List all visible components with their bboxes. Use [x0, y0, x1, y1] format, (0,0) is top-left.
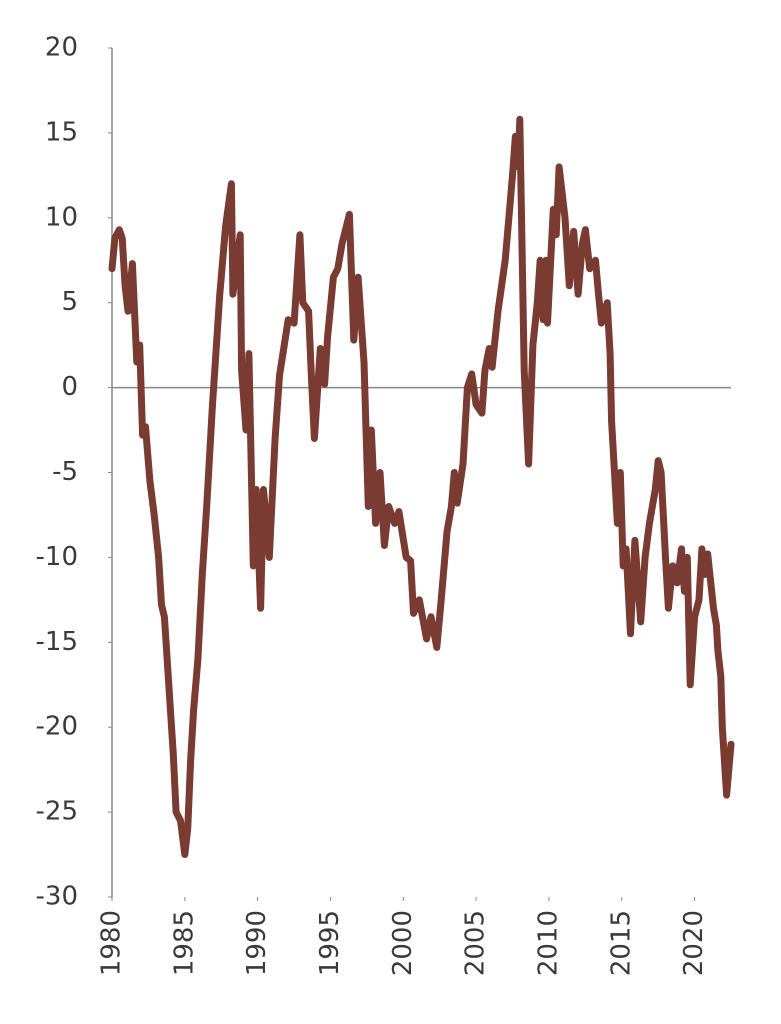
- x-tick-label: 1980: [97, 910, 127, 976]
- x-tick-label: 1990: [242, 910, 272, 976]
- y-tick-label: 5: [61, 287, 78, 317]
- y-tick-label: -5: [52, 457, 78, 487]
- y-tick-label: -25: [36, 797, 78, 827]
- x-tick-label: 1995: [315, 910, 345, 976]
- y-tick-label: 15: [45, 117, 78, 147]
- y-tick-label: -15: [36, 627, 78, 657]
- y-tick-label: 0: [61, 372, 78, 402]
- x-tick-label: 2005: [461, 910, 491, 976]
- x-tick-label: 1985: [169, 910, 199, 976]
- y-tick-label: -20: [36, 712, 78, 742]
- x-tick-label: 2015: [606, 910, 636, 976]
- x-tick-label: 2020: [679, 910, 709, 976]
- y-tick-label: -30: [36, 882, 78, 912]
- y-tick-label: 20: [45, 33, 78, 63]
- y-tick-label: 10: [45, 202, 78, 232]
- data-line: [108, 115, 735, 858]
- y-tick-label: -10: [36, 542, 78, 572]
- x-tick-label: 2000: [388, 910, 418, 976]
- x-tick-label: 2010: [533, 910, 563, 976]
